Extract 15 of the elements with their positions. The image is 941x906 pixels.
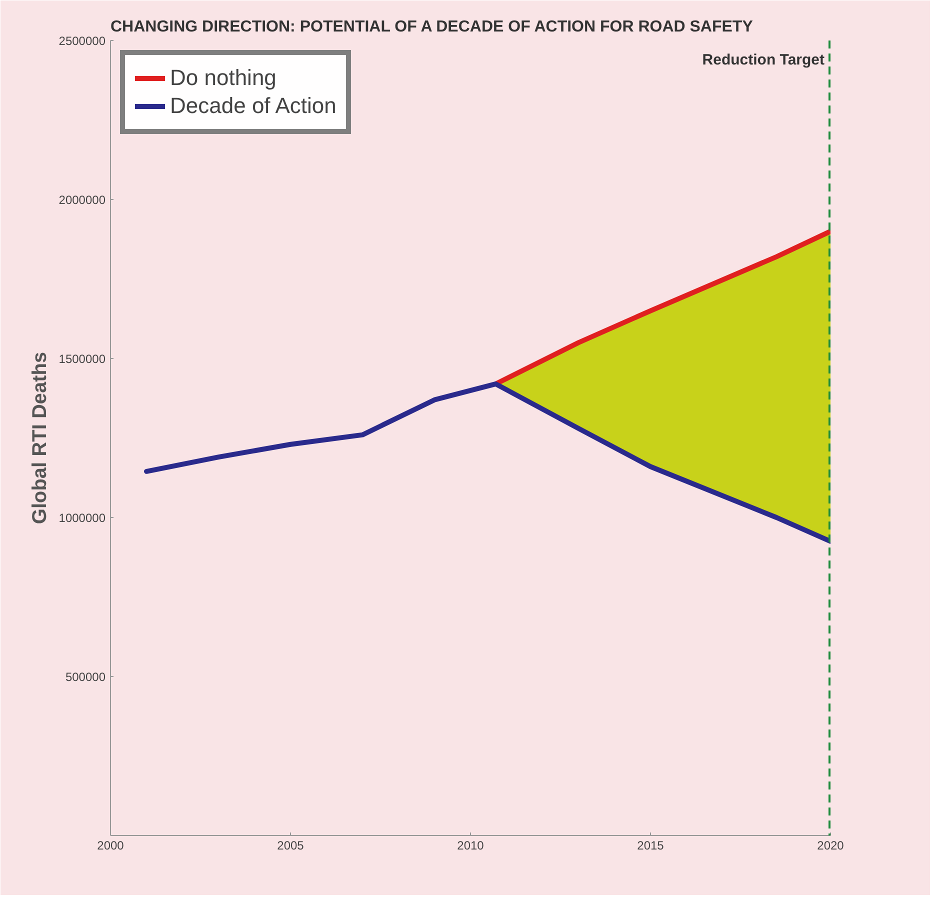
y-tick-label: 500000	[65, 670, 106, 684]
chart-title: CHANGING DIRECTION: POTENTIAL OF A DECADE OF ACTION FOR ROAD SAFETY	[110, 18, 754, 36]
x-tick-label: 2010	[457, 838, 484, 852]
x-tick-label: 2020	[817, 838, 844, 852]
y-tick-label: 1500000	[58, 352, 106, 366]
x-tick-label: 2000	[97, 838, 124, 852]
y-tick-label: 2000000	[58, 193, 106, 207]
y-tick-label: 2500000	[58, 34, 106, 48]
x-tick-label: 2005	[277, 838, 304, 852]
y-tick-label: 1000000	[58, 511, 106, 525]
legend-label: Do nothing	[170, 65, 276, 91]
x-tick-label: 2015	[637, 838, 664, 852]
y-axis-title: Global RTI Deaths	[28, 352, 51, 524]
legend-label: Decade of Action	[170, 93, 336, 119]
ref-line-label: Reduction Target	[702, 52, 825, 68]
